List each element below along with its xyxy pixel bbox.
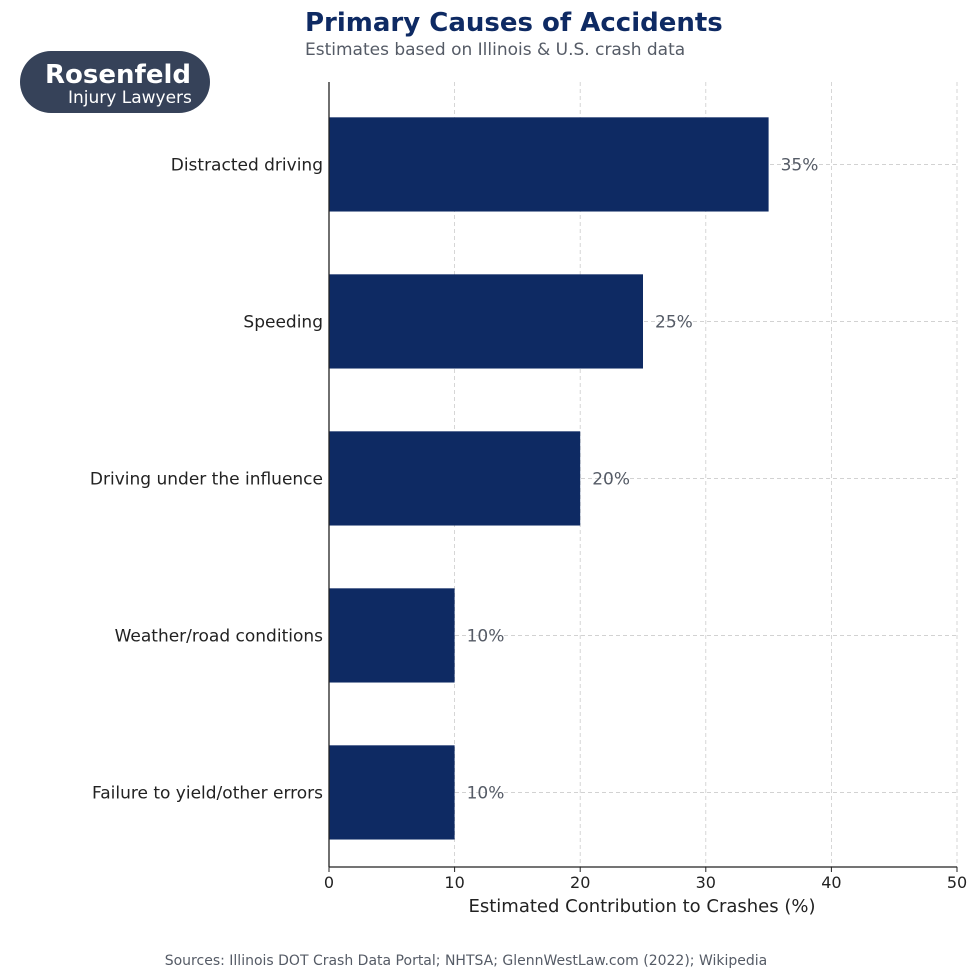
logo-name: Rosenfeld	[45, 60, 191, 90]
rosenfeld-logo: Rosenfeld Injury Lawyers	[20, 51, 210, 113]
category-labels: Distracted driving Speeding Driving under …	[90, 155, 323, 803]
axes: 0 10 20 30 40 50	[324, 82, 967, 892]
bar	[329, 274, 643, 369]
bar-value-label: 10%	[467, 626, 505, 646]
x-tick-label: 40	[821, 873, 841, 892]
bar-value-label: 10%	[467, 783, 505, 803]
x-tick-label: 30	[696, 873, 716, 892]
bar	[329, 431, 581, 526]
bar-value-label: 20%	[592, 469, 630, 489]
x-tick-label: 50	[947, 873, 967, 892]
category-label: Failure to yield/other errors	[92, 783, 323, 803]
x-tick-label: 10	[444, 873, 464, 892]
bar-value-label: 35%	[781, 155, 819, 175]
category-label: Driving under the influence	[90, 469, 323, 489]
category-label: Distracted driving	[171, 155, 323, 175]
x-tick-label: 0	[324, 873, 334, 892]
chart-subtitle: Estimates based on Illinois & U.S. crash…	[305, 40, 685, 60]
logo-tagline: Injury Lawyers	[68, 88, 192, 108]
sources-note: Sources: Illinois DOT Crash Data Portal;…	[165, 953, 768, 969]
bar	[329, 117, 769, 212]
data-labels: 35% 25% 20% 10% 10%	[467, 155, 819, 803]
bars	[329, 117, 769, 840]
bar-value-label: 25%	[655, 312, 693, 332]
bar	[329, 745, 455, 840]
category-label: Speeding	[243, 312, 323, 332]
bar	[329, 588, 455, 683]
category-label: Weather/road conditions	[115, 626, 324, 646]
x-tick-label: 20	[570, 873, 590, 892]
chart-title: Primary Causes of Accidents	[305, 8, 723, 38]
logo-background	[20, 51, 210, 113]
x-axis-title: Estimated Contribution to Crashes (%)	[468, 896, 815, 917]
